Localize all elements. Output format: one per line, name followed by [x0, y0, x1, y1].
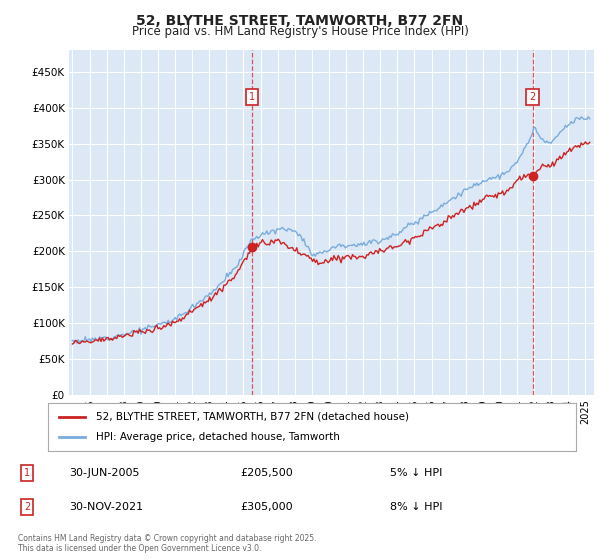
Text: Price paid vs. HM Land Registry's House Price Index (HPI): Price paid vs. HM Land Registry's House … — [131, 25, 469, 38]
Text: 8% ↓ HPI: 8% ↓ HPI — [390, 502, 443, 512]
Text: 2: 2 — [24, 502, 30, 512]
Text: HPI: Average price, detached house, Tamworth: HPI: Average price, detached house, Tamw… — [95, 432, 340, 442]
Text: 2: 2 — [530, 92, 536, 102]
Text: £305,000: £305,000 — [240, 502, 293, 512]
Text: 1: 1 — [24, 468, 30, 478]
Text: 5% ↓ HPI: 5% ↓ HPI — [390, 468, 442, 478]
Text: 52, BLYTHE STREET, TAMWORTH, B77 2FN (detached house): 52, BLYTHE STREET, TAMWORTH, B77 2FN (de… — [95, 412, 409, 422]
Text: 1: 1 — [249, 92, 255, 102]
Text: 30-JUN-2005: 30-JUN-2005 — [69, 468, 139, 478]
Text: 52, BLYTHE STREET, TAMWORTH, B77 2FN: 52, BLYTHE STREET, TAMWORTH, B77 2FN — [136, 14, 464, 28]
Text: Contains HM Land Registry data © Crown copyright and database right 2025.
This d: Contains HM Land Registry data © Crown c… — [18, 534, 317, 553]
Text: £205,500: £205,500 — [240, 468, 293, 478]
Text: 30-NOV-2021: 30-NOV-2021 — [69, 502, 143, 512]
